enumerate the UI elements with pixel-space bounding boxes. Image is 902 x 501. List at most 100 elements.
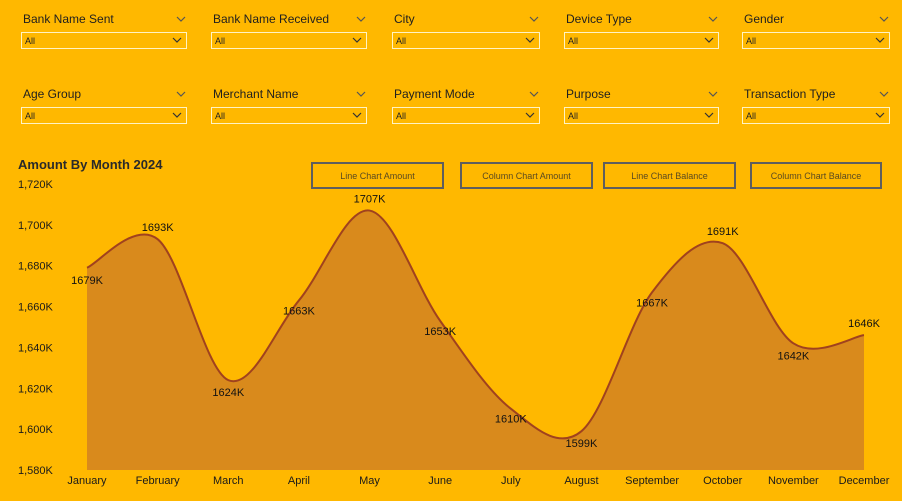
x-axis: January February March April May June July Augu… (67, 475, 889, 487)
data-labels: 1679K 1693K 1624K 1663K 1707K 1653K 1610K 1599K… (71, 194, 880, 451)
filter-city[interactable]: City All (392, 12, 540, 50)
line-chart-amount-button[interactable]: Line Chart Amount (311, 162, 444, 189)
filter-label: Purpose (566, 87, 611, 101)
filter-value: All (215, 111, 226, 121)
chevron-down-icon (172, 112, 182, 118)
filter-label: Bank Name Received (213, 12, 330, 26)
data-label: 1610K (495, 414, 527, 426)
filter-value: All (215, 36, 226, 46)
filter-value: All (568, 111, 579, 121)
chevron-down-icon (525, 37, 535, 43)
column-chart-balance-button[interactable]: Column Chart Balance (750, 162, 882, 189)
chevron-down-icon (875, 112, 885, 118)
x-tick-label: February (136, 475, 181, 487)
chevron-down-icon (172, 37, 182, 43)
column-chart-amount-button[interactable]: Column Chart Amount (460, 162, 593, 189)
filter-dropdown[interactable]: All (742, 107, 890, 124)
filter-device-type[interactable]: Device Type All (564, 12, 719, 50)
data-label: 1653K (424, 326, 456, 338)
filter-label: Device Type (566, 12, 632, 26)
y-axis: 1,580K 1,600K 1,620K 1,640K 1,660K 1,680K 1,70… (18, 179, 54, 477)
filter-dropdown[interactable]: All (21, 107, 187, 124)
filter-purpose[interactable]: Purpose All (564, 87, 719, 125)
x-tick-label: March (213, 475, 244, 487)
y-tick-label: 1,640K (18, 342, 54, 354)
x-tick-label: September (625, 475, 679, 487)
x-tick-label: May (359, 475, 380, 487)
chevron-down-icon[interactable] (529, 89, 539, 99)
chevron-down-icon (352, 37, 362, 43)
x-tick-label: August (564, 475, 598, 487)
filter-dropdown[interactable]: All (211, 107, 367, 124)
x-tick-label: July (501, 475, 521, 487)
filter-dropdown[interactable]: All (564, 32, 719, 49)
filter-label: Merchant Name (213, 87, 299, 101)
filter-dropdown[interactable]: All (211, 32, 367, 49)
data-label: 1691K (707, 226, 739, 238)
chevron-down-icon[interactable] (529, 14, 539, 24)
chevron-down-icon[interactable] (176, 14, 186, 24)
y-tick-label: 1,660K (18, 302, 54, 314)
filter-label: City (394, 12, 415, 26)
y-tick-label: 1,620K (18, 383, 54, 395)
x-tick-label: April (288, 475, 310, 487)
x-tick-label: November (768, 475, 819, 487)
filter-dropdown[interactable]: All (564, 107, 719, 124)
x-tick-label: June (428, 475, 452, 487)
chevron-down-icon[interactable] (708, 14, 718, 24)
filter-value: All (746, 111, 757, 121)
filter-value: All (25, 111, 36, 121)
data-label: 1663K (283, 305, 315, 317)
filter-label: Bank Name Sent (23, 12, 114, 26)
filter-value: All (568, 36, 579, 46)
filter-dropdown[interactable]: All (392, 107, 540, 124)
chevron-down-icon[interactable] (708, 89, 718, 99)
data-label: 1707K (354, 194, 386, 206)
series-line (86, 209, 865, 440)
area-fill (87, 210, 864, 471)
data-label: 1667K (636, 297, 668, 309)
filter-bank-name-received[interactable]: Bank Name Received All (211, 12, 367, 50)
filter-dropdown[interactable]: All (21, 32, 187, 49)
filter-gender[interactable]: Gender All (742, 12, 890, 50)
chevron-down-icon (704, 112, 714, 118)
data-label: 1646K (848, 318, 880, 330)
filter-payment-mode[interactable]: Payment Mode All (392, 87, 540, 125)
filter-bank-name-sent[interactable]: Bank Name Sent All (21, 12, 187, 50)
filter-merchant-name[interactable]: Merchant Name All (211, 87, 367, 125)
filter-value: All (25, 36, 36, 46)
chevron-down-icon[interactable] (356, 89, 366, 99)
chevron-down-icon[interactable] (176, 89, 186, 99)
chevron-down-icon (352, 112, 362, 118)
data-label: 1693K (142, 222, 174, 234)
filter-dropdown[interactable]: All (392, 32, 540, 49)
x-tick-label: January (67, 475, 107, 487)
y-tick-label: 1,680K (18, 261, 54, 273)
data-label: 1679K (71, 275, 103, 287)
filter-dropdown[interactable]: All (742, 32, 890, 49)
chevron-down-icon (525, 112, 535, 118)
filter-value: All (396, 111, 407, 121)
chart-title: Amount By Month 2024 (18, 157, 163, 172)
filter-label: Transaction Type (744, 87, 836, 101)
x-tick-label: December (839, 475, 890, 487)
y-tick-label: 1,720K (18, 179, 54, 191)
x-tick-label: October (703, 475, 742, 487)
data-label: 1642K (777, 350, 809, 362)
filter-age-group[interactable]: Age Group All (21, 87, 187, 125)
filter-value: All (746, 36, 757, 46)
filter-value: All (396, 36, 407, 46)
filter-transaction-type[interactable]: Transaction Type All (742, 87, 890, 125)
y-tick-label: 1,580K (18, 465, 54, 477)
y-tick-label: 1,700K (18, 220, 54, 232)
y-tick-label: 1,600K (18, 424, 54, 436)
line-chart-balance-button[interactable]: Line Chart Balance (603, 162, 736, 189)
data-label: 1599K (566, 438, 598, 450)
chevron-down-icon[interactable] (879, 89, 889, 99)
chevron-down-icon[interactable] (356, 14, 366, 24)
chevron-down-icon (704, 37, 714, 43)
data-label: 1624K (212, 387, 244, 399)
chevron-down-icon[interactable] (879, 14, 889, 24)
filter-label: Gender (744, 12, 785, 26)
